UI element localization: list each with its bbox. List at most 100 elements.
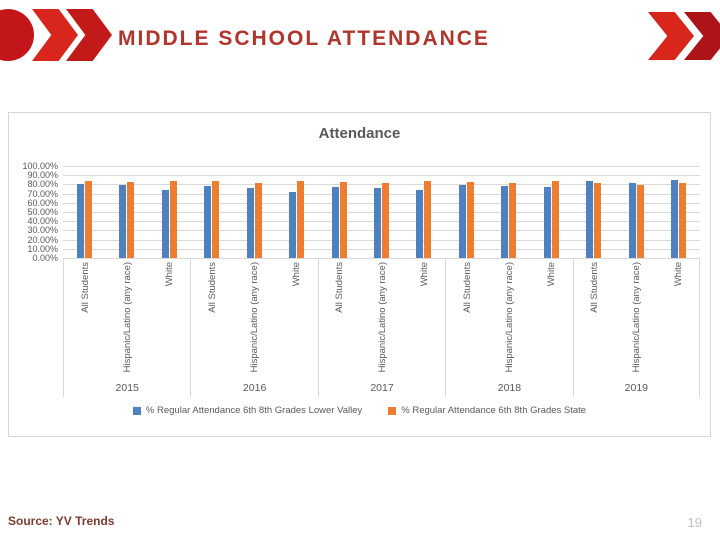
y-tick-label: 40.00% (27, 216, 58, 227)
category-bar-group (530, 180, 572, 258)
y-tick-label: 70.00% (27, 188, 58, 199)
labels-row: All Students Hispanic/Latino (any race) Wh… (319, 258, 445, 380)
category-axis-label: White (546, 262, 558, 287)
bar (119, 185, 127, 258)
year-axis-label: 2019 (624, 382, 648, 394)
slide-title: MIDDLE SCHOOL ATTENDANCE (118, 27, 490, 50)
bar (458, 185, 466, 258)
bar (161, 189, 169, 258)
category-bar-group (488, 182, 530, 258)
bar (501, 186, 509, 258)
bar (297, 180, 305, 258)
axis-cell: All Students Hispanic/Latino (any race) Wh… (190, 258, 317, 397)
category-label-cell: All Students (446, 258, 488, 380)
header-chevron-icon (32, 9, 78, 61)
bar (331, 187, 339, 258)
category-label-cell: Hispanic/Latino (any race) (488, 258, 530, 380)
bar (169, 180, 177, 258)
category-label-cell: All Students (64, 258, 106, 380)
bar (636, 185, 644, 258)
bars-row (190, 166, 317, 258)
gridline (63, 221, 700, 223)
legend-label: % Regular Attendance 6th 8th Grades Lowe… (145, 405, 363, 416)
category-label-cell: Hispanic/Latino (any race) (234, 258, 276, 380)
year-group: All Students Hispanic/Latino (any race) Wh… (317, 166, 445, 397)
category-axis-label: Hispanic/Latino (any race) (376, 262, 388, 373)
chart-title: Attendance (318, 125, 401, 142)
axis-cell: All Students Hispanic/Latino (any race) Wh… (572, 258, 701, 397)
y-tick-label: 10.00% (27, 243, 58, 254)
category-bar-group (658, 179, 700, 258)
gridline (63, 212, 700, 213)
category-label-cell: All Students (574, 258, 616, 380)
bar (374, 188, 382, 258)
category-axis-label: All Students (334, 262, 346, 313)
bars-row (445, 166, 572, 258)
category-label-cell: Hispanic/Latino (any race) (361, 258, 403, 380)
header-chevron-icon (648, 12, 694, 60)
category-label-cell: White (148, 258, 190, 380)
year-axis-label: 2016 (242, 382, 267, 394)
bar (76, 184, 84, 258)
year-group: All Students Hispanic/Latino (any race) Wh… (190, 166, 317, 397)
slide-header: MIDDLE SCHOOL ATTENDANCE (0, 0, 720, 78)
bar (586, 180, 594, 258)
gridline (63, 202, 700, 204)
plot-groups: All Students Hispanic/Latino (any race) Wh… (63, 166, 701, 397)
y-tick-label: 20.00% (27, 234, 58, 245)
bar (416, 189, 424, 258)
gridline (63, 184, 700, 186)
year-axis-label: 2018 (497, 382, 522, 394)
plot-area: 100.00% 90.00% 80.00% 70.00% 60.00% 50.00% 40.… (13, 161, 701, 397)
gridline (63, 166, 700, 167)
gridline (63, 193, 700, 195)
category-label-cell: All Students (191, 258, 233, 380)
category-bar-group (445, 181, 487, 258)
year-group: All Students Hispanic/Latino (any race) Wh… (63, 166, 190, 397)
red-circle-decoration (0, 9, 34, 61)
category-axis-label: Hispanic/Latino (any race) (121, 262, 133, 373)
bar (509, 182, 517, 258)
category-label-cell: White (276, 258, 318, 380)
year-axis-label: 2017 (370, 382, 394, 394)
category-bar-group (105, 181, 147, 258)
category-bar-group (190, 180, 232, 258)
category-axis-label: White (672, 262, 684, 287)
y-tick-label: 0.00% (32, 253, 58, 263)
gridline (63, 248, 700, 250)
bar (679, 183, 687, 258)
y-tick-label: 60.00% (27, 197, 58, 208)
bar (289, 191, 297, 258)
attendance-chart: Attendance 100.00% 90.00% 80.00% 70.00% 60.0… (8, 112, 711, 437)
bar (84, 180, 92, 258)
plot-region: All Students Hispanic/Latino (any race) Wh… (63, 166, 701, 397)
category-bar-group (148, 180, 190, 258)
bars-row (573, 166, 700, 258)
bar (628, 183, 636, 258)
category-label-cell: White (657, 258, 699, 380)
category-bar-group (63, 180, 105, 258)
category-axis-label: Hispanic/Latino (any race) (503, 262, 515, 373)
category-axis-label: All Students (589, 262, 601, 313)
category-bar-group (360, 183, 402, 258)
gridline (63, 239, 700, 241)
category-bar-group (275, 180, 317, 258)
bar (671, 179, 679, 258)
category-label-cell: All Students (319, 258, 361, 380)
y-axis: 100.00% 90.00% 80.00% 70.00% 60.00% 50.00% 40.… (13, 161, 63, 263)
bar (254, 182, 262, 258)
category-bar-group (615, 183, 657, 258)
bar (424, 180, 432, 258)
bar (551, 180, 559, 258)
chart-legend: % Regular Attendance 6th 8th Grades Lowe… (9, 405, 710, 416)
axis-cell: All Students Hispanic/Latino (any race) Wh… (317, 258, 445, 397)
category-axis-label: Hispanic/Latino (any race) (630, 262, 642, 373)
y-tick-label: 80.00% (27, 179, 58, 190)
category-label-cell: White (531, 258, 573, 380)
bar (382, 183, 390, 258)
bar (543, 187, 551, 258)
labels-row: All Students Hispanic/Latino (any race) Wh… (574, 258, 699, 380)
category-axis-label: White (291, 262, 303, 287)
year-group: All Students Hispanic/Latino (any race) Wh… (572, 166, 701, 397)
